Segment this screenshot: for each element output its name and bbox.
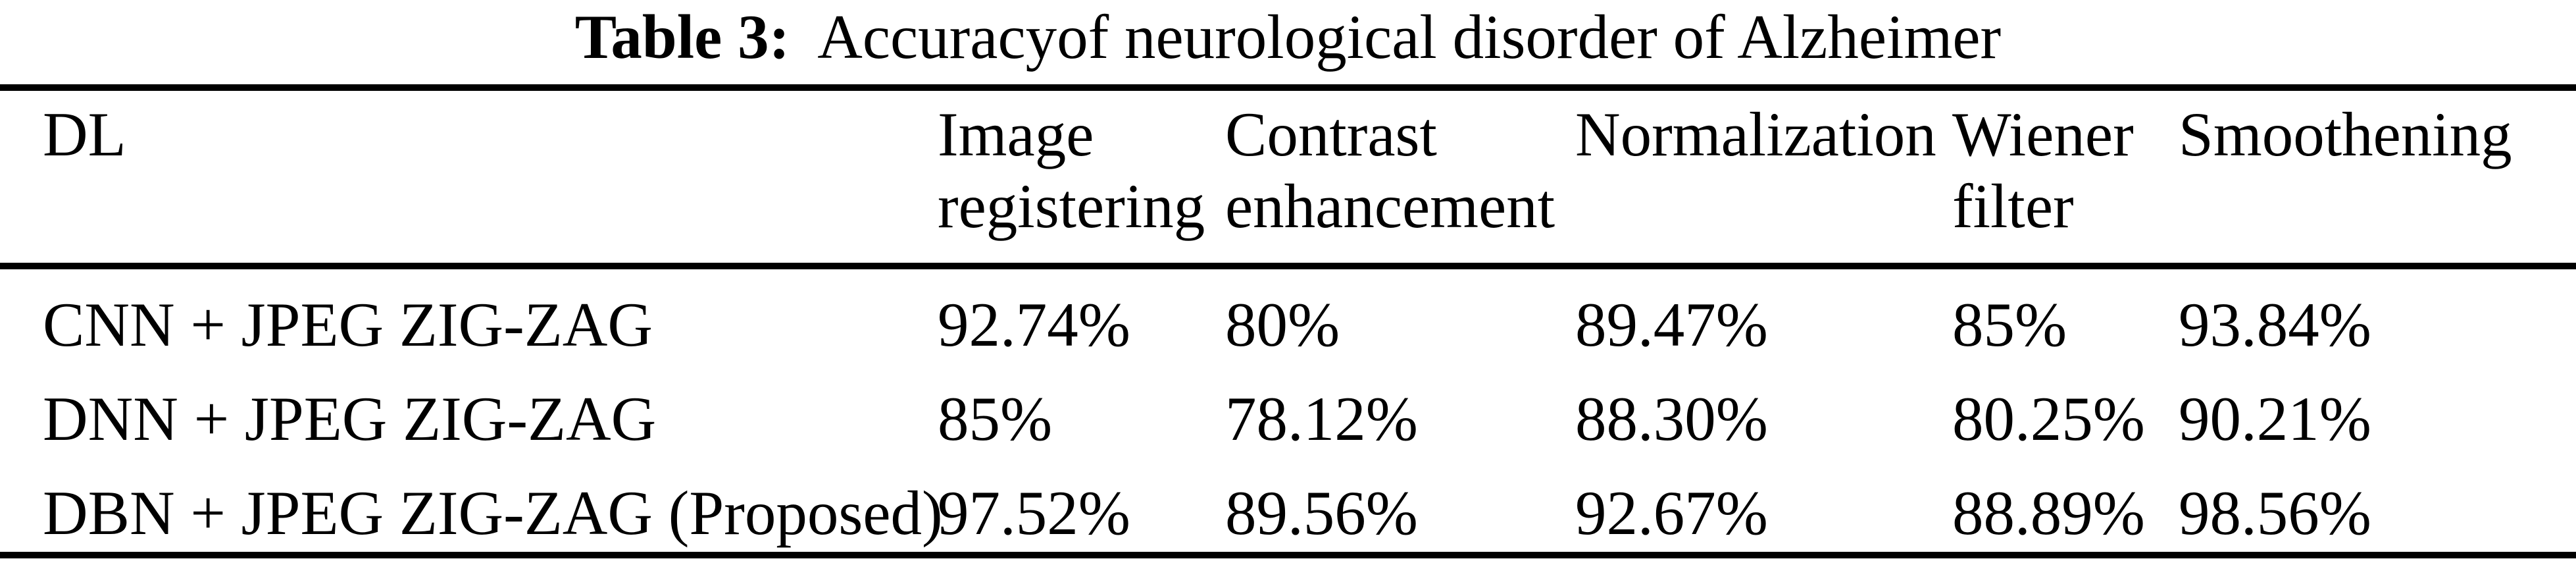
table-cell: 98.56% xyxy=(2179,478,2371,548)
column-header-normalization: Normalization xyxy=(1575,88,1952,269)
table-caption-label: Table 3: xyxy=(574,2,790,72)
table-cell: 78.12% xyxy=(1225,383,1418,454)
table-cell: 80.25% xyxy=(1952,383,2145,454)
table-cell: 80% xyxy=(1225,289,1340,360)
table-caption: Table 3: Accuracyof neurological disorde… xyxy=(0,0,2576,84)
column-header-smoothening: Smoothening xyxy=(2179,88,2576,269)
table-header-row: DL Image registering Contrast enhancemen… xyxy=(0,88,2576,269)
method-cell: CNN + JPEG ZIG-ZAG xyxy=(43,289,653,360)
table-caption-text: Accuracyof neurological disorder of Alzh… xyxy=(817,2,2002,72)
column-header-dl: DL xyxy=(0,88,938,269)
table-cell: 92.67% xyxy=(1575,478,1768,548)
column-header-contrast-enhancement: Contrast enhancement xyxy=(1225,88,1575,269)
column-header-image-registering: Image registering xyxy=(938,88,1225,269)
table-cell: 85% xyxy=(1952,289,2067,360)
column-header-wiener-filter: Wiener filter xyxy=(1952,88,2179,269)
table-cell: 88.30% xyxy=(1575,383,1768,454)
table-row-dbn-proposed: DBN + JPEG ZIG-ZAG (Proposed) 97.52% 89.… xyxy=(0,458,2576,555)
table-row-cnn: CNN + JPEG ZIG-ZAG 92.74% 80% 89.47% 85%… xyxy=(0,266,2576,363)
table-cell: 89.56% xyxy=(1225,478,1418,548)
table-cell: 88.89% xyxy=(1952,478,2145,548)
table-cell: 85% xyxy=(938,383,1053,454)
table-cell: 92.74% xyxy=(938,289,1130,360)
method-cell: DNN + JPEG ZIG-ZAG xyxy=(43,383,657,454)
table-row-dnn: DNN + JPEG ZIG-ZAG 85% 78.12% 88.30% 80.… xyxy=(0,363,2576,458)
table-cell: 97.52% xyxy=(938,478,1130,548)
table-cell: 90.21% xyxy=(2179,383,2371,454)
table-cell: 89.47% xyxy=(1575,289,1768,360)
results-table: DL Image registering Contrast enhancemen… xyxy=(0,84,2576,559)
table-cell: 93.84% xyxy=(2179,289,2371,360)
method-cell: DBN + JPEG ZIG-ZAG (Proposed) xyxy=(43,478,943,548)
